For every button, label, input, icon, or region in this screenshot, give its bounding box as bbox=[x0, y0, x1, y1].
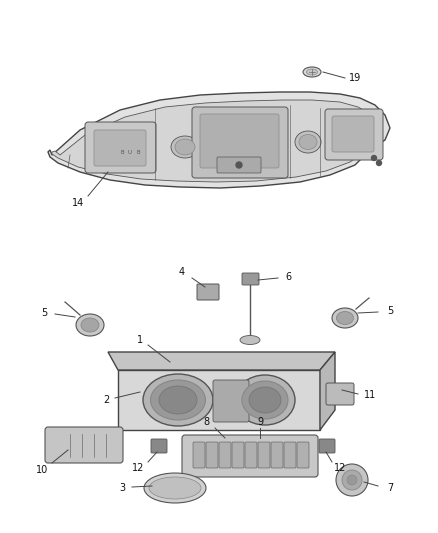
Ellipse shape bbox=[332, 308, 358, 328]
Circle shape bbox=[347, 475, 357, 485]
Ellipse shape bbox=[159, 386, 197, 414]
FancyBboxPatch shape bbox=[284, 442, 296, 468]
Circle shape bbox=[371, 156, 377, 160]
Text: 6: 6 bbox=[285, 272, 291, 282]
Text: 19: 19 bbox=[349, 73, 361, 83]
FancyBboxPatch shape bbox=[85, 122, 156, 173]
Text: 11: 11 bbox=[364, 390, 376, 400]
Ellipse shape bbox=[242, 381, 288, 419]
Polygon shape bbox=[48, 92, 390, 188]
Ellipse shape bbox=[303, 67, 321, 77]
FancyBboxPatch shape bbox=[326, 383, 354, 405]
FancyBboxPatch shape bbox=[271, 442, 283, 468]
Text: 10: 10 bbox=[36, 465, 48, 475]
Ellipse shape bbox=[81, 318, 99, 332]
Text: B: B bbox=[136, 150, 140, 156]
Ellipse shape bbox=[240, 335, 260, 344]
Ellipse shape bbox=[235, 375, 295, 425]
Ellipse shape bbox=[307, 69, 318, 75]
FancyBboxPatch shape bbox=[151, 439, 167, 453]
FancyBboxPatch shape bbox=[45, 427, 123, 463]
FancyBboxPatch shape bbox=[200, 114, 279, 168]
Ellipse shape bbox=[76, 314, 104, 336]
FancyBboxPatch shape bbox=[217, 157, 261, 173]
Polygon shape bbox=[52, 100, 382, 182]
Ellipse shape bbox=[295, 131, 321, 153]
Ellipse shape bbox=[249, 387, 281, 413]
FancyBboxPatch shape bbox=[319, 439, 335, 453]
FancyBboxPatch shape bbox=[197, 284, 219, 300]
FancyBboxPatch shape bbox=[242, 273, 259, 285]
Circle shape bbox=[342, 470, 362, 490]
Text: 1: 1 bbox=[137, 335, 143, 345]
Polygon shape bbox=[108, 352, 335, 370]
FancyBboxPatch shape bbox=[332, 116, 374, 152]
Text: 2: 2 bbox=[103, 395, 109, 405]
FancyBboxPatch shape bbox=[192, 107, 288, 178]
Text: 4: 4 bbox=[179, 267, 185, 277]
Ellipse shape bbox=[149, 477, 201, 499]
Text: 12: 12 bbox=[334, 463, 346, 473]
Ellipse shape bbox=[151, 380, 205, 420]
Ellipse shape bbox=[175, 139, 195, 155]
Polygon shape bbox=[118, 370, 320, 430]
Ellipse shape bbox=[336, 311, 353, 325]
FancyBboxPatch shape bbox=[182, 435, 318, 477]
Text: 14: 14 bbox=[72, 198, 84, 208]
Ellipse shape bbox=[144, 473, 206, 503]
Text: U: U bbox=[128, 150, 132, 156]
FancyBboxPatch shape bbox=[206, 442, 218, 468]
FancyBboxPatch shape bbox=[325, 109, 383, 160]
Ellipse shape bbox=[171, 136, 199, 158]
FancyBboxPatch shape bbox=[232, 442, 244, 468]
Text: B: B bbox=[120, 150, 124, 156]
Polygon shape bbox=[320, 352, 335, 430]
Circle shape bbox=[336, 464, 368, 496]
Circle shape bbox=[236, 162, 242, 168]
FancyBboxPatch shape bbox=[193, 442, 205, 468]
FancyBboxPatch shape bbox=[258, 442, 270, 468]
FancyBboxPatch shape bbox=[94, 130, 146, 166]
Text: 5: 5 bbox=[41, 308, 47, 318]
FancyBboxPatch shape bbox=[297, 442, 309, 468]
Text: 9: 9 bbox=[257, 417, 263, 427]
Text: 3: 3 bbox=[119, 483, 125, 493]
FancyBboxPatch shape bbox=[213, 380, 249, 422]
Circle shape bbox=[377, 160, 381, 166]
Text: 7: 7 bbox=[387, 483, 393, 493]
Text: 8: 8 bbox=[203, 417, 209, 427]
Ellipse shape bbox=[299, 134, 317, 149]
Text: 5: 5 bbox=[387, 306, 393, 316]
Ellipse shape bbox=[143, 374, 213, 426]
FancyBboxPatch shape bbox=[219, 442, 231, 468]
FancyBboxPatch shape bbox=[245, 442, 257, 468]
Text: 12: 12 bbox=[132, 463, 144, 473]
